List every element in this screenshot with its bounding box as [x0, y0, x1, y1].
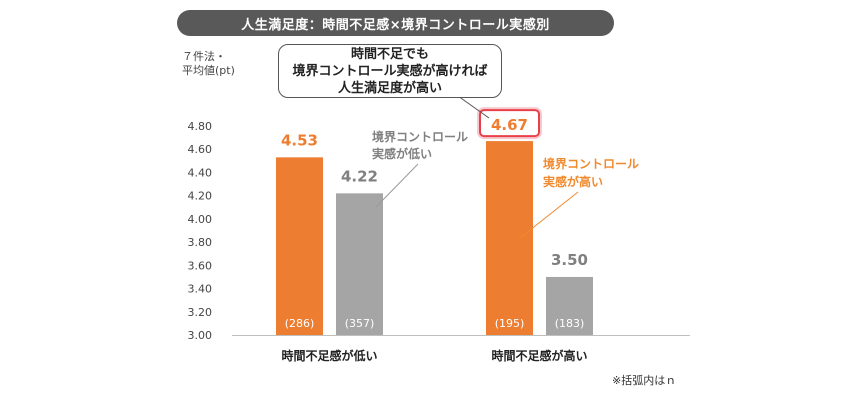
callout-line-2: 境界コントロール実感が高ければ	[292, 63, 488, 79]
callout-line-1: 時間不足でも	[350, 46, 429, 62]
category-label: 時間不足感が高い	[491, 348, 587, 363]
highlight-box	[479, 109, 540, 138]
bar-n-label: (183)	[555, 317, 585, 330]
bar	[486, 141, 533, 335]
y-tick-label: 4.20	[188, 190, 213, 203]
y-tick-label: 3.20	[188, 306, 213, 319]
y-tick-label: 3.00	[188, 329, 213, 342]
y-tick-label: 3.40	[188, 283, 213, 296]
annotation-high-control-line-2: 実感が高い	[543, 174, 603, 189]
y-axis-unit-label: ７件法・ 平均値(pt)	[182, 50, 235, 78]
callout-line-3: 人生満足度が高い	[337, 80, 442, 96]
callout-pointer	[457, 95, 490, 119]
footnote: ※括弧内はｎ	[612, 374, 677, 387]
category-label: 時間不足感が低い	[281, 348, 377, 363]
bar-value-label: 4.22	[341, 167, 378, 185]
annotation-low-control-leader	[375, 163, 419, 208]
y-tick-label: 4.40	[188, 166, 213, 179]
callout-box: 時間不足でも 境界コントロール実感が高ければ 人生満足度が高い	[278, 44, 502, 98]
annotation-low-control-line-1: 境界コントロール	[372, 129, 468, 144]
y-tick-label: 4.00	[188, 213, 213, 226]
y-tick-label: 3.60	[188, 259, 213, 272]
y-tick-label: 4.60	[188, 143, 213, 156]
bar-n-label: (357)	[345, 317, 375, 330]
bar-value-label: 3.50	[551, 251, 588, 269]
y-unit-line-2: 平均値(pt)	[182, 64, 235, 77]
bar-value-label: 4.53	[281, 131, 318, 149]
y-unit-line-1: ７件法・	[182, 50, 226, 63]
bar	[336, 193, 383, 335]
bar	[546, 276, 593, 335]
y-tick-label: 4.80	[188, 120, 213, 133]
annotation-high-control-line-1: 境界コントロール	[543, 156, 639, 171]
bar	[276, 157, 323, 335]
y-tick-label: 3.80	[188, 236, 213, 249]
annotation-low-control-line-2: 実感が低い	[372, 146, 432, 161]
bar-n-label: (286)	[285, 317, 315, 330]
chart-title: 人生満足度：時間不足感×境界コントロール実感別	[177, 10, 614, 36]
annotation-high-control-leader	[519, 191, 579, 239]
bar-n-label: (195)	[495, 317, 525, 330]
bar-value-label: 4.67	[491, 116, 528, 134]
